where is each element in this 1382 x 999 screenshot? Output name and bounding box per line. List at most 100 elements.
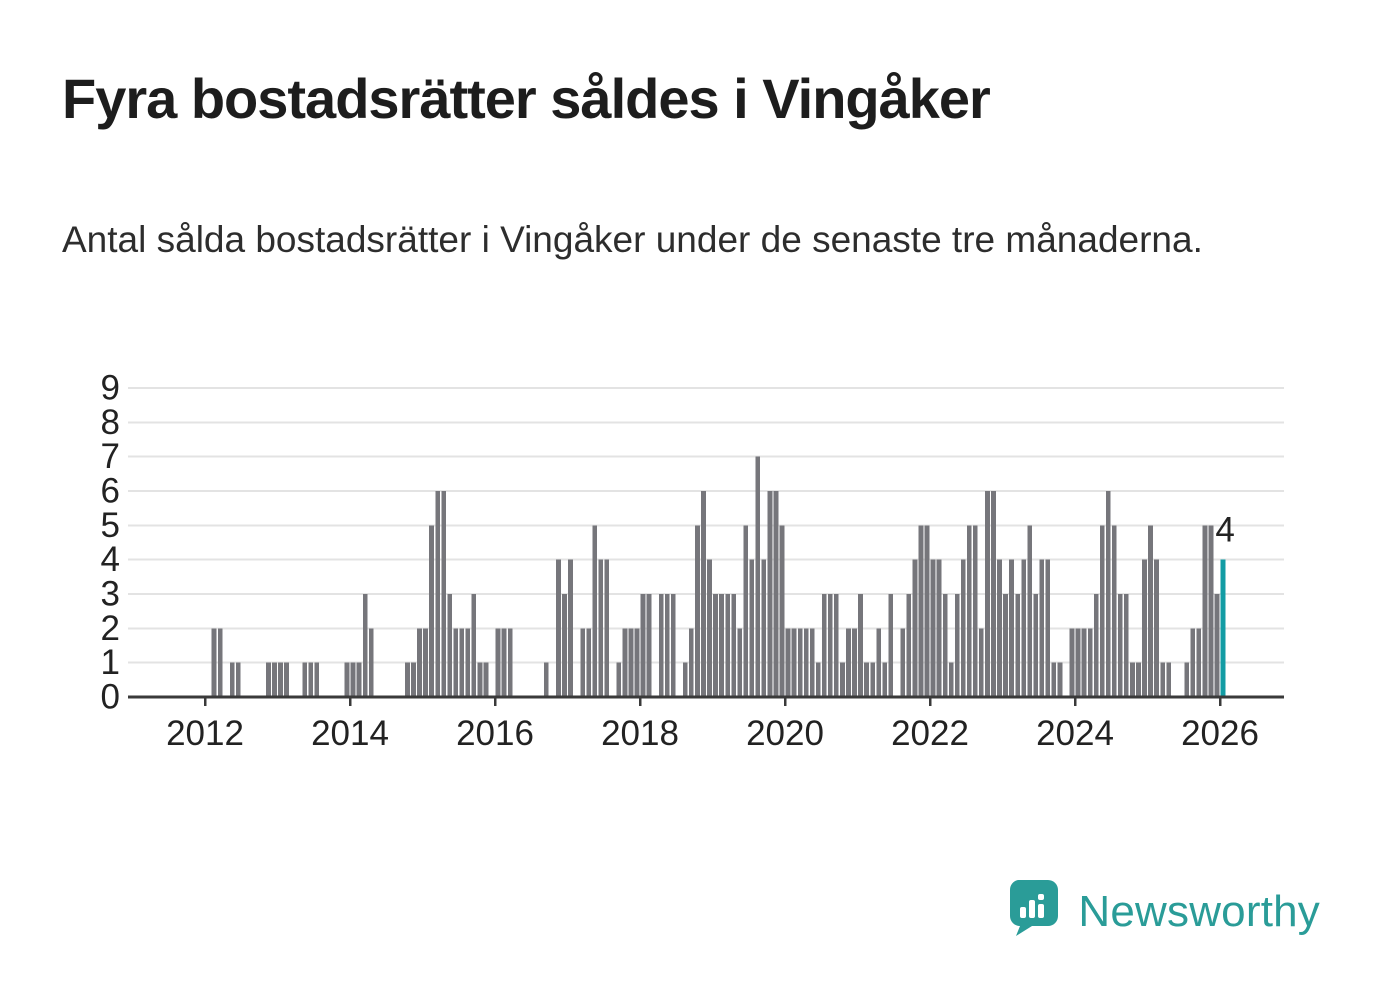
bar <box>803 628 809 697</box>
x-tick-label: 2018 <box>601 714 679 753</box>
bar <box>670 594 676 697</box>
bar <box>846 628 851 697</box>
bar <box>912 559 918 697</box>
bar <box>809 628 815 697</box>
y-tick-label: 9 <box>101 369 120 408</box>
bar <box>779 525 785 697</box>
bar <box>429 525 434 697</box>
bar <box>211 628 217 697</box>
bar <box>235 662 241 697</box>
bar <box>1190 628 1196 697</box>
bar <box>1196 628 1202 697</box>
bar <box>658 594 664 697</box>
bar <box>773 491 779 697</box>
y-tick-label: 5 <box>101 506 120 545</box>
bar <box>695 525 700 697</box>
bar <box>930 559 936 697</box>
bar <box>1111 525 1117 697</box>
bar <box>737 628 743 697</box>
bar <box>477 662 483 697</box>
y-tick-label: 4 <box>101 540 120 579</box>
bar <box>1208 525 1214 697</box>
bar <box>640 594 646 697</box>
bar <box>441 491 447 697</box>
bar <box>966 525 972 697</box>
bar <box>423 628 428 697</box>
bar <box>483 662 489 697</box>
bar <box>1093 594 1099 697</box>
bar <box>827 594 833 697</box>
bar <box>876 628 882 697</box>
x-tick-label: 2016 <box>456 714 534 753</box>
bar <box>646 594 652 697</box>
x-tick-label: 2024 <box>1036 714 1114 753</box>
bar <box>918 525 924 697</box>
bar <box>435 491 440 697</box>
y-tick-label: 2 <box>101 609 120 648</box>
bar <box>1057 662 1063 697</box>
bar <box>960 559 966 697</box>
bar <box>562 594 567 697</box>
bar <box>356 662 362 697</box>
bar <box>459 628 465 697</box>
highlight-bar <box>1220 559 1226 697</box>
bar <box>719 594 724 697</box>
bar <box>586 628 592 697</box>
bar <box>465 628 471 697</box>
x-tick-label: 2014 <box>311 714 389 753</box>
bar <box>592 525 598 697</box>
bar <box>1015 594 1020 697</box>
bar <box>725 594 730 697</box>
bar <box>664 594 670 697</box>
bar <box>344 662 350 697</box>
bar <box>1069 628 1075 697</box>
y-tick-label: 8 <box>101 403 120 442</box>
bar <box>1051 662 1057 697</box>
bar <box>544 662 549 697</box>
y-tick-label: 3 <box>101 575 120 614</box>
bar <box>302 662 308 697</box>
newsworthy-wordmark: Newsworthy <box>1078 886 1320 936</box>
bar <box>900 628 906 697</box>
bar <box>713 594 718 697</box>
bar <box>1154 559 1159 697</box>
bar <box>882 662 888 697</box>
bar <box>1105 491 1111 697</box>
bar <box>350 662 356 697</box>
bar <box>1027 525 1033 697</box>
bar <box>507 628 513 697</box>
last-value-annotation: 4 <box>1215 511 1234 550</box>
bar <box>628 628 634 697</box>
x-tick-label: 2012 <box>166 714 244 753</box>
bar <box>471 594 477 697</box>
bar <box>1214 594 1220 697</box>
bar <box>1003 594 1008 697</box>
bar <box>1160 662 1165 697</box>
x-tick-label: 2022 <box>891 714 969 753</box>
bar <box>858 594 863 697</box>
y-tick-label: 7 <box>101 437 120 476</box>
bar <box>942 594 948 697</box>
bar <box>598 559 604 697</box>
bar <box>749 559 755 697</box>
y-tick-label: 6 <box>101 472 120 511</box>
bar <box>1021 559 1027 697</box>
newsworthy-logo: Newsworthy <box>1008 880 1320 943</box>
bar <box>997 559 1002 697</box>
bar <box>936 559 942 697</box>
bar <box>1142 559 1147 697</box>
bar <box>556 559 561 697</box>
bar <box>1148 525 1153 697</box>
bar <box>616 662 622 697</box>
bar <box>217 628 223 697</box>
bar-chart: 0 1 2 3 4 5 6 7 8 9 2012 2014 2016 2018 2020 2022 2024 20… <box>0 352 1382 792</box>
bar <box>743 525 749 697</box>
bar <box>1009 559 1014 697</box>
bar <box>1136 662 1141 697</box>
chart-subtitle: Antal sålda bostadsrätter i Vingåker und… <box>62 219 1203 260</box>
bar <box>405 662 410 697</box>
bar <box>954 594 960 697</box>
bar <box>785 628 791 697</box>
